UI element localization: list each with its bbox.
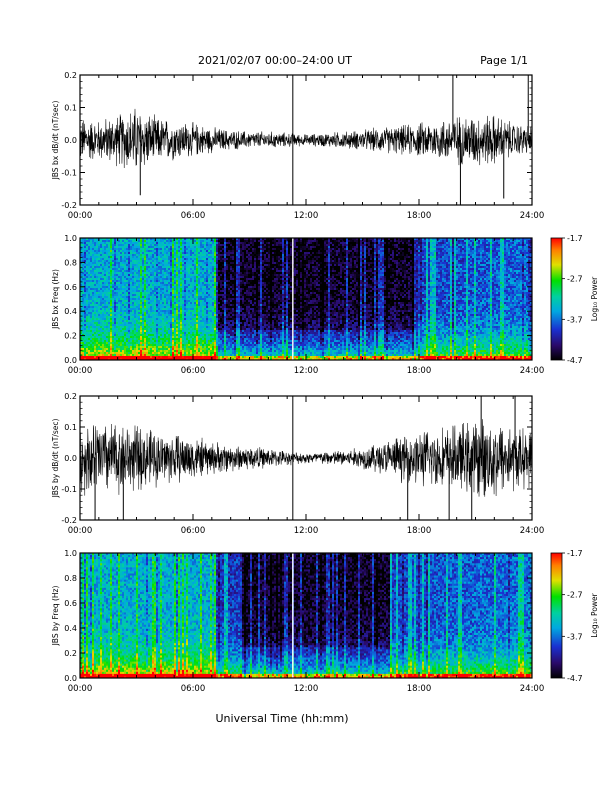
x-tick-label: 00:00 xyxy=(68,211,93,221)
y-tick-label: 0.1 xyxy=(64,104,77,113)
series-trace xyxy=(80,109,532,168)
y-tick-label: 0.2 xyxy=(64,71,77,80)
panel-1: 0.2 0.1 0.0 -0.1 -0.200:00 06:00 12:00 18:00 24:… xyxy=(51,71,544,221)
heatmap-cells xyxy=(80,238,532,360)
y-axis-label: JBS bx dB/dt (nT/sec) xyxy=(51,101,60,181)
date-range-title: 2021/02/07 00:00–24:00 UT xyxy=(198,54,352,67)
y-tick-label: 0.0 xyxy=(64,136,77,145)
figure: 2021/02/07 00:00–24:00 UT Page 1/1 0.20.… xyxy=(0,0,612,792)
page-indicator: Page 1/1 xyxy=(480,54,528,67)
x-tick-label: 24:00 xyxy=(520,211,545,221)
y-tick-label: -0.2 xyxy=(61,201,77,210)
x-tick-label: 12:00 xyxy=(294,211,319,221)
figure-svg: 2021/02/07 00:00–24:00 UT Page 1/1 0.20.… xyxy=(0,0,612,792)
y-tick-label: -0.1 xyxy=(61,169,77,178)
x-tick-label: 06:00 xyxy=(181,211,206,221)
x-tick-label: 18:00 xyxy=(407,211,432,221)
